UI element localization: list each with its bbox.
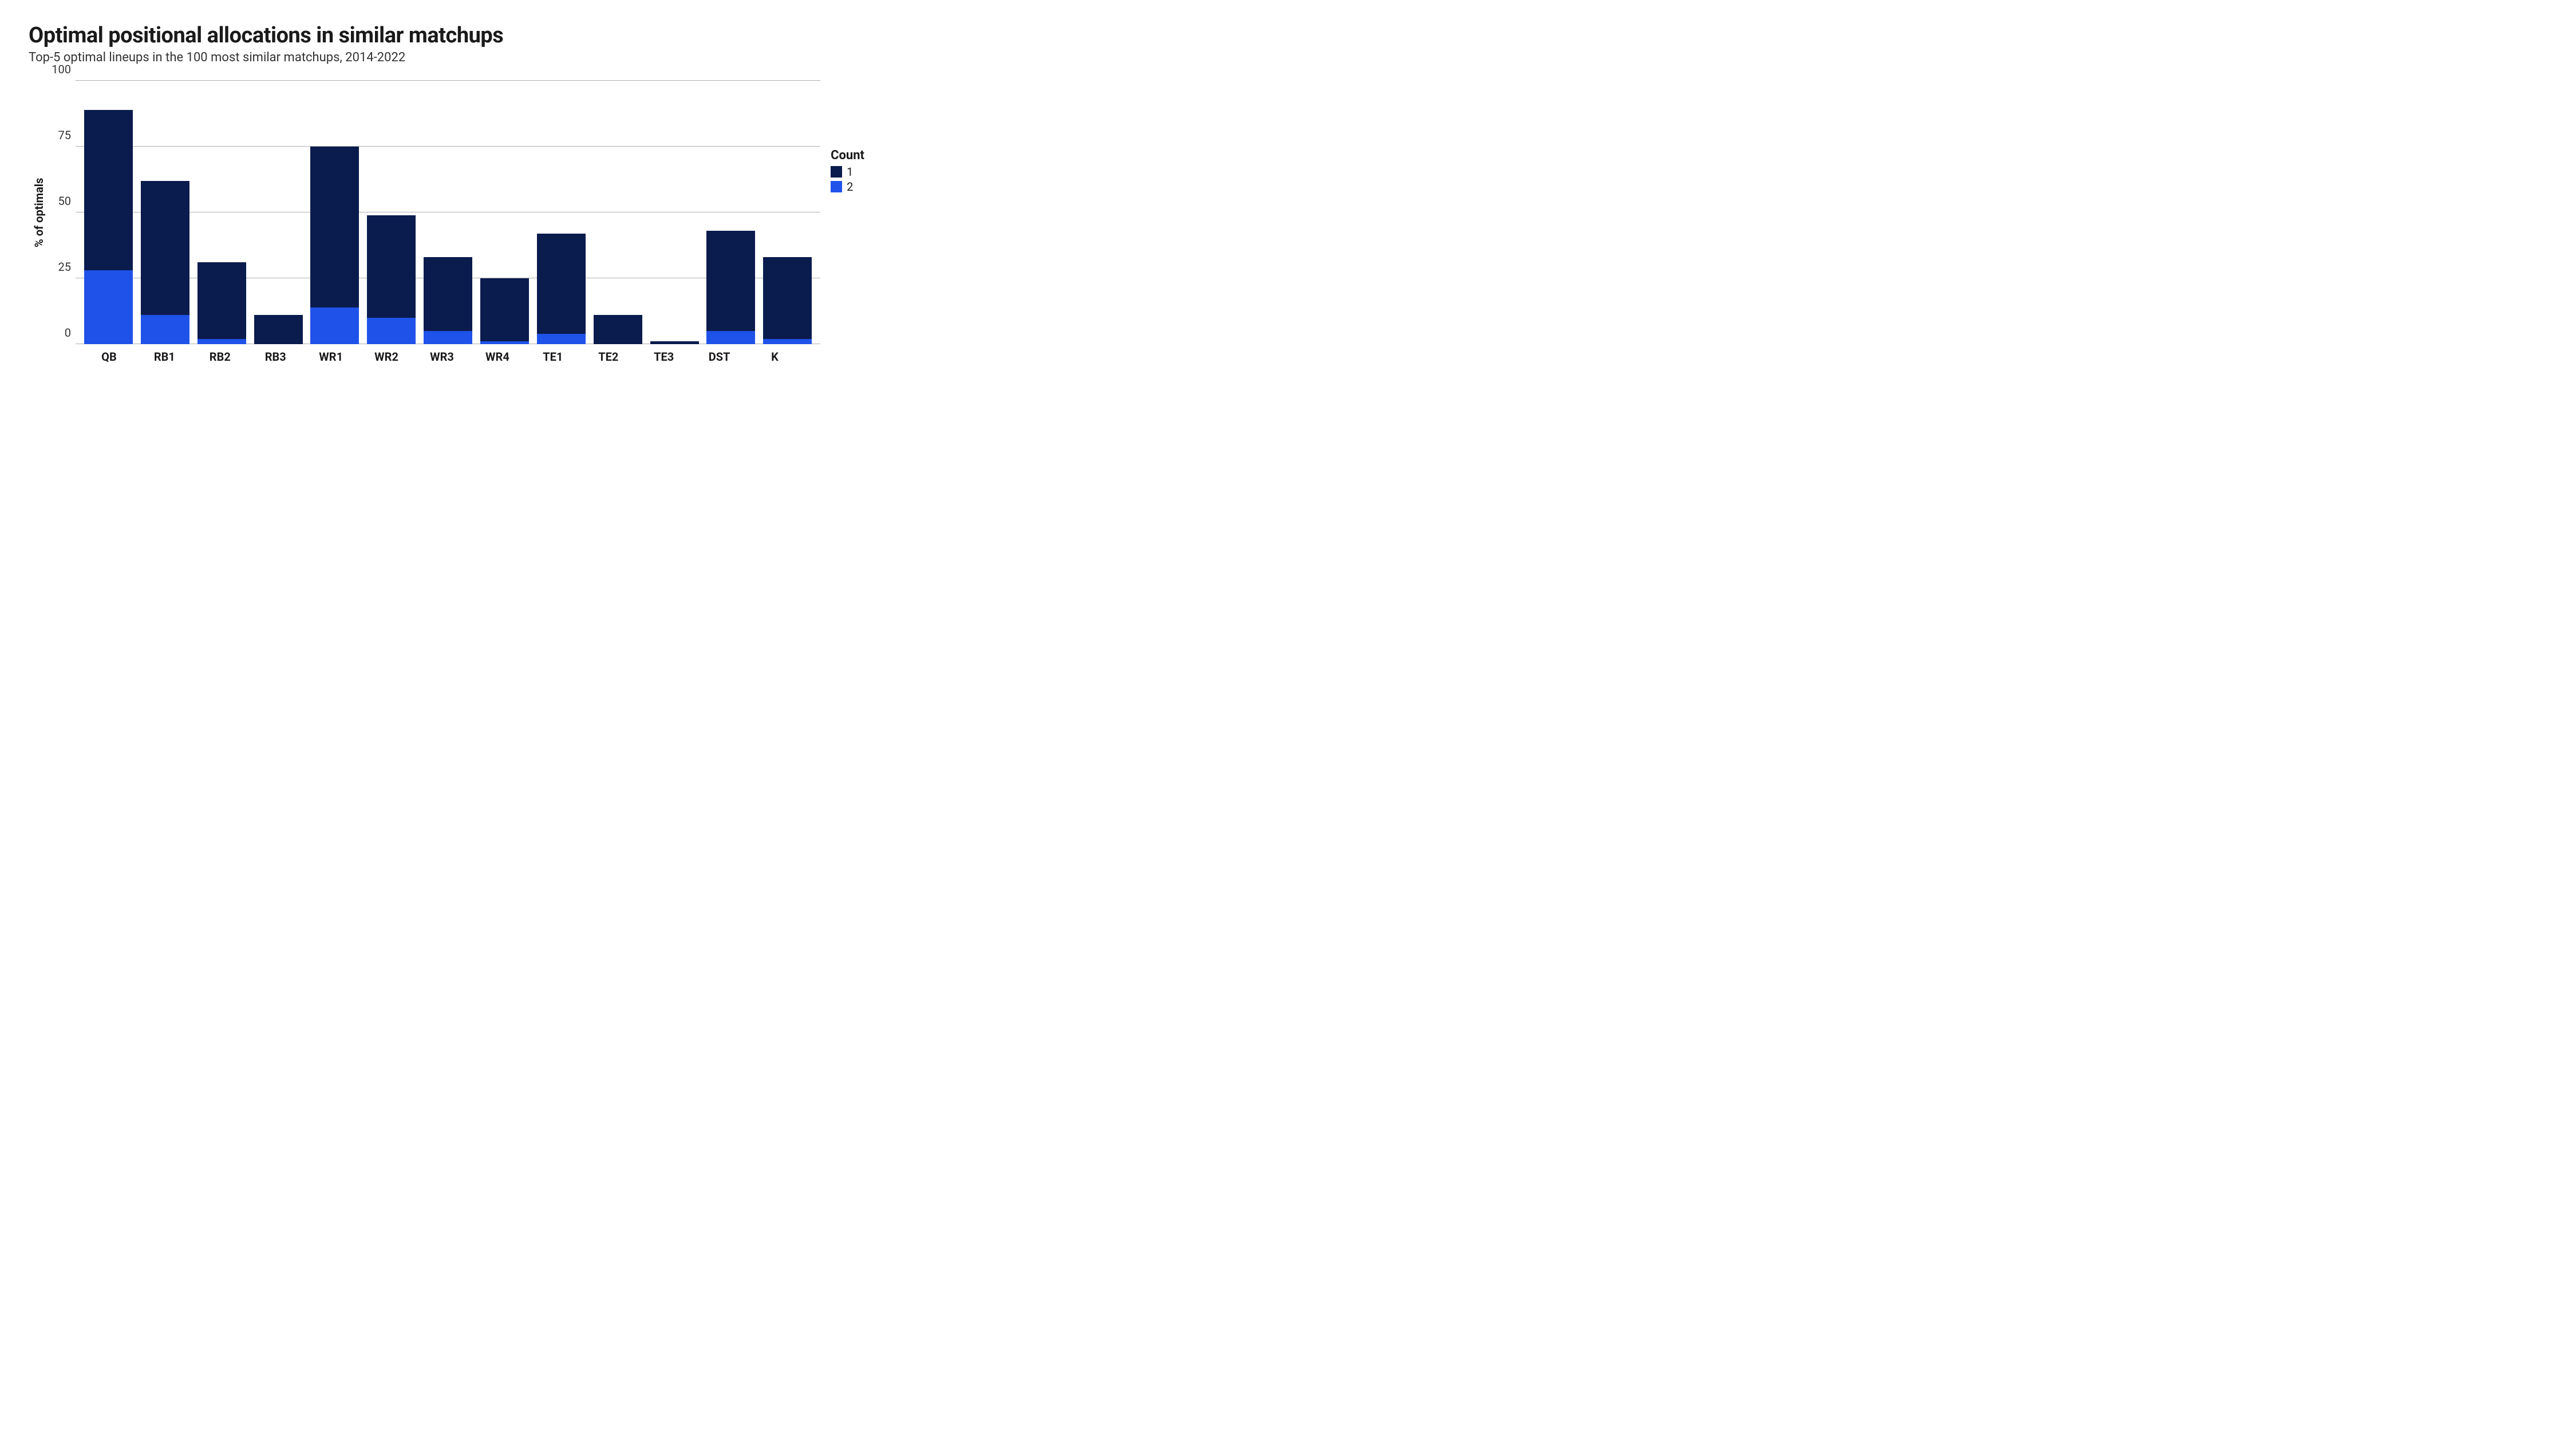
bar-segment-1: [367, 215, 416, 318]
bar-segment-1: [84, 110, 133, 271]
bar: [537, 234, 586, 344]
bar-segment-1: [480, 278, 529, 341]
chart-title: Optimal positional allocations in simila…: [29, 23, 864, 48]
bar-segment-2: [480, 341, 529, 344]
x-axis-label: WR2: [359, 350, 414, 364]
bar: [254, 315, 303, 344]
bar-segment-1: [310, 147, 359, 307]
legend-swatch: [831, 181, 842, 192]
bars-container: [76, 81, 820, 344]
bar-slot: [533, 81, 590, 344]
x-spacer-legend: [807, 344, 864, 364]
x-axis-label: WR1: [303, 350, 359, 364]
bar-slot: [476, 81, 533, 344]
bar-slot: [80, 81, 137, 344]
legend-label: 1: [847, 165, 853, 179]
bar-segment-1: [141, 181, 189, 316]
bar: [197, 262, 246, 344]
bar-slot: [137, 81, 193, 344]
x-axis-labels: QBRB1RB2RB3WR1WR2WR3WR4TE1TE2TE3DSTK: [77, 344, 807, 364]
y-tick: 0: [46, 327, 71, 338]
x-spacer-yaxis-label: [29, 344, 47, 364]
bar-segment-1: [424, 257, 472, 331]
y-axis-label: % of optimals: [29, 81, 46, 344]
bar: [367, 215, 416, 344]
y-tick: 50: [46, 195, 71, 207]
bar-slot: [702, 81, 759, 344]
bar: [594, 315, 642, 344]
x-spacer-yticks: [47, 344, 77, 364]
legend-title: Count: [831, 148, 864, 163]
bar: [763, 257, 812, 344]
bar: [480, 278, 529, 344]
x-axis-label: DST: [692, 350, 747, 364]
bar-segment-1: [763, 257, 812, 339]
y-tick: 25: [46, 261, 71, 273]
legend-label: 2: [847, 180, 853, 194]
bar-segment-2: [424, 331, 472, 344]
bar-slot: [306, 81, 363, 344]
bar-slot: [250, 81, 307, 344]
y-tick: 100: [46, 64, 71, 75]
chart-container: Optimal positional allocations in simila…: [29, 23, 864, 364]
bar-segment-2: [141, 315, 189, 344]
bar-segment-1: [254, 315, 303, 344]
bar-segment-2: [197, 339, 246, 344]
x-axis-label: RB2: [192, 350, 248, 364]
x-axis-label: RB1: [137, 350, 192, 364]
bar: [141, 181, 189, 344]
x-axis-label: RB3: [248, 350, 303, 364]
bar: [650, 341, 699, 344]
bar-slot: [590, 81, 646, 344]
bar-slot: [646, 81, 703, 344]
x-axis-label: K: [747, 350, 803, 364]
bar-segment-2: [310, 307, 359, 344]
bar-segment-2: [763, 339, 812, 344]
bar-segment-1: [706, 231, 755, 331]
bar-segment-1: [197, 262, 246, 338]
bar-slot: [193, 81, 250, 344]
bar-segment-1: [594, 315, 642, 344]
bar-segment-1: [650, 341, 699, 344]
y-tick: 75: [46, 129, 71, 141]
bar: [310, 147, 359, 344]
bar-slot: [420, 81, 476, 344]
legend-swatch: [831, 166, 842, 178]
x-axis-label: TE1: [525, 350, 580, 364]
legend-item: 1: [831, 165, 864, 179]
bar-segment-2: [367, 318, 416, 344]
bar: [706, 231, 755, 344]
x-axis-label: WR4: [469, 350, 525, 364]
bar: [424, 257, 472, 344]
chart-subtitle: Top-5 optimal lineups in the 100 most si…: [29, 50, 864, 65]
legend: Count 12: [831, 81, 864, 195]
plot-row: % of optimals 0255075100 Count 12: [29, 81, 864, 344]
bar-segment-2: [84, 270, 133, 344]
x-axis-label: TE2: [580, 350, 636, 364]
bar-slot: [759, 81, 816, 344]
x-axis-label: WR3: [414, 350, 470, 364]
bar: [84, 110, 133, 344]
y-axis-ticks: 0255075100: [46, 81, 76, 344]
x-axis-label: QB: [81, 350, 137, 364]
legend-items: 12: [831, 165, 864, 194]
x-axis-row: QBRB1RB2RB3WR1WR2WR3WR4TE1TE2TE3DSTK: [29, 344, 864, 364]
x-axis-label: TE3: [636, 350, 692, 364]
legend-item: 2: [831, 180, 864, 194]
bar-slot: [363, 81, 420, 344]
plot-area: [76, 81, 820, 344]
bar-segment-1: [537, 234, 586, 334]
bar-segment-2: [706, 331, 755, 344]
bar-segment-2: [537, 334, 586, 344]
